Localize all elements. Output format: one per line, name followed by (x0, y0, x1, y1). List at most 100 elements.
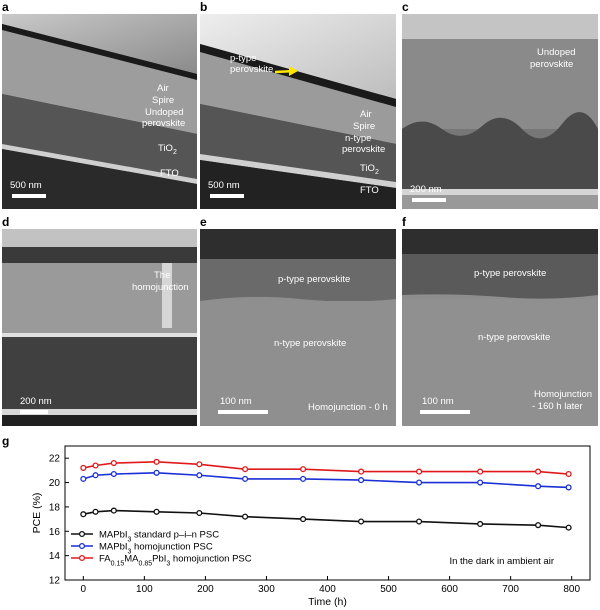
data-point-s1-9 (477, 520, 484, 528)
data-point-s2-2 (110, 470, 117, 478)
legend-text: FA (99, 554, 111, 565)
label-fto: FTO (160, 168, 179, 179)
scale-bar (420, 410, 470, 414)
x-tick-label: 100 (136, 584, 153, 595)
label-air: Air (157, 83, 169, 94)
data-point-s3-4 (196, 461, 203, 468)
label-spire: Spire (353, 121, 376, 132)
legend-entry-3: FA0.15MA0.85PbI3 homojunction PSC (99, 554, 252, 568)
tem-image-panel-f: p-type perovskite n-type perovskite Homo… (402, 229, 598, 426)
legend-entry-2: MAPbI3 homojunction PSC (99, 542, 213, 556)
panel-letter-a: a (2, 0, 9, 14)
scale-bar (20, 410, 48, 414)
label-homojunction-0h: Homojunction - 0 h (308, 402, 388, 413)
y-tick-label: 14 (49, 551, 61, 562)
data-point-s3-5 (242, 466, 249, 473)
legend-subscript: 3 (128, 536, 132, 543)
x-tick-label: 800 (563, 584, 580, 595)
label-undoped: Undoped (537, 47, 576, 58)
x-tick-label: 0 (81, 584, 87, 595)
data-point-s1-4 (196, 509, 203, 517)
data-point-s3-0 (80, 464, 87, 471)
data-point-s3-1 (92, 462, 99, 469)
label-tio2: TiO2 (158, 144, 177, 156)
legend-subscript: 3 (166, 560, 170, 567)
label-undoped: Undoped (145, 107, 184, 118)
data-point-s2-5 (242, 475, 249, 482)
tem-image-a (2, 14, 197, 209)
y-tick-label: 18 (49, 502, 61, 513)
tem-image-c (402, 14, 598, 209)
label-n-type-perovskite: n-type perovskite (478, 332, 551, 343)
label-p-type-perovskite: p-type perovskite (278, 274, 351, 285)
data-point-s2-11 (565, 484, 572, 491)
data-point-s2-1 (92, 472, 99, 479)
label-air: Air (360, 109, 372, 120)
legend-text: standard p–i–n PSC (131, 530, 219, 541)
legend-text: MAPbI (99, 542, 128, 553)
panel-letter-g: g (2, 434, 10, 448)
label-perovskite: perovskite (530, 59, 574, 70)
chart-series (80, 458, 572, 531)
tem-image-d (2, 229, 197, 426)
legend-entry-1: MAPbI3 standard p–i–n PSC (99, 530, 219, 544)
data-point-s1-3 (153, 508, 160, 515)
data-point-s2-0 (80, 475, 87, 482)
data-point-s1-11 (565, 524, 572, 531)
pce-line-chart: 12 14 16 18 20 22 0 100 200 300 400 500 600 700 800 Tim… (31, 445, 591, 608)
data-point-s1-8 (416, 518, 423, 525)
legend-text: PbI (152, 554, 166, 565)
legend-text: MA (124, 554, 139, 565)
data-point-s3-9 (477, 468, 484, 475)
tio2-text: TiO (158, 143, 173, 154)
data-point-s1-5 (242, 513, 249, 520)
scale-bar-label: 500 nm (10, 180, 42, 191)
tem-image-panel-d: The homojunction 200 nm (2, 229, 197, 426)
tem-image-panel-b: p-type perovskite Air Spire n-type perov… (200, 14, 396, 209)
label-the: The (154, 270, 171, 281)
data-point-s2-9 (477, 479, 484, 486)
data-point-s3-7 (358, 468, 365, 475)
x-tick-label: 700 (502, 584, 519, 595)
chart-axes: 12 14 16 18 20 22 0 100 200 300 400 500 600 700 800 Tim… (31, 445, 591, 608)
tem-image-panel-c: Undoped perovskite 200 nm (402, 14, 598, 209)
panel-letter-e: e (200, 215, 207, 229)
label-spire: Spire (152, 95, 175, 106)
legend-text: MAPbI (99, 530, 128, 541)
scale-bar-label: 200 nm (410, 184, 442, 195)
label-tio2: TiO2 (360, 164, 379, 176)
label-n-type-perovskite: n-type perovskite (274, 338, 347, 349)
y-tick-label: 20 (49, 478, 61, 489)
label-n-perovskite: perovskite (342, 144, 386, 155)
panel-letter-b: b (200, 0, 208, 14)
legend-subscript: 3 (128, 548, 132, 555)
legend-text: homojunction PSC (131, 542, 212, 553)
data-point-s3-10 (535, 468, 542, 475)
scale-bar (412, 198, 446, 202)
y-tick-label: 22 (49, 454, 61, 465)
scale-bar-label: 200 nm (20, 396, 52, 407)
x-tick-label: 600 (441, 584, 458, 595)
y-tick-label: 16 (49, 527, 61, 538)
tio2-subscript: 2 (172, 148, 177, 156)
scale-bar (12, 194, 46, 198)
scale-bar-label: 100 nm (220, 396, 252, 407)
chart-annotation: In the dark in ambient air (449, 556, 554, 567)
scale-bar (210, 194, 244, 198)
data-point-s2-8 (416, 479, 423, 486)
panel-letter-c: c (402, 0, 409, 14)
legend-marker-3 (78, 554, 86, 562)
tem-image-panel-a: Air Spire Undoped perovskite TiO2 FTO 50… (2, 14, 197, 209)
panel-letter-d: d (2, 215, 10, 229)
data-point-s2-6 (300, 475, 307, 482)
label-p-type-perovskite: p-type perovskite (474, 268, 547, 279)
x-tick-label: 500 (380, 584, 397, 595)
label-160h-later: - 160 h later (532, 401, 583, 412)
tem-image-f (402, 229, 598, 426)
series-line-1 (83, 509, 569, 529)
y-tick-label: 12 (49, 576, 61, 587)
data-point-s3-6 (300, 466, 307, 473)
scale-bar-label: 100 nm (422, 396, 454, 407)
label-n-type: n-type (345, 133, 372, 144)
